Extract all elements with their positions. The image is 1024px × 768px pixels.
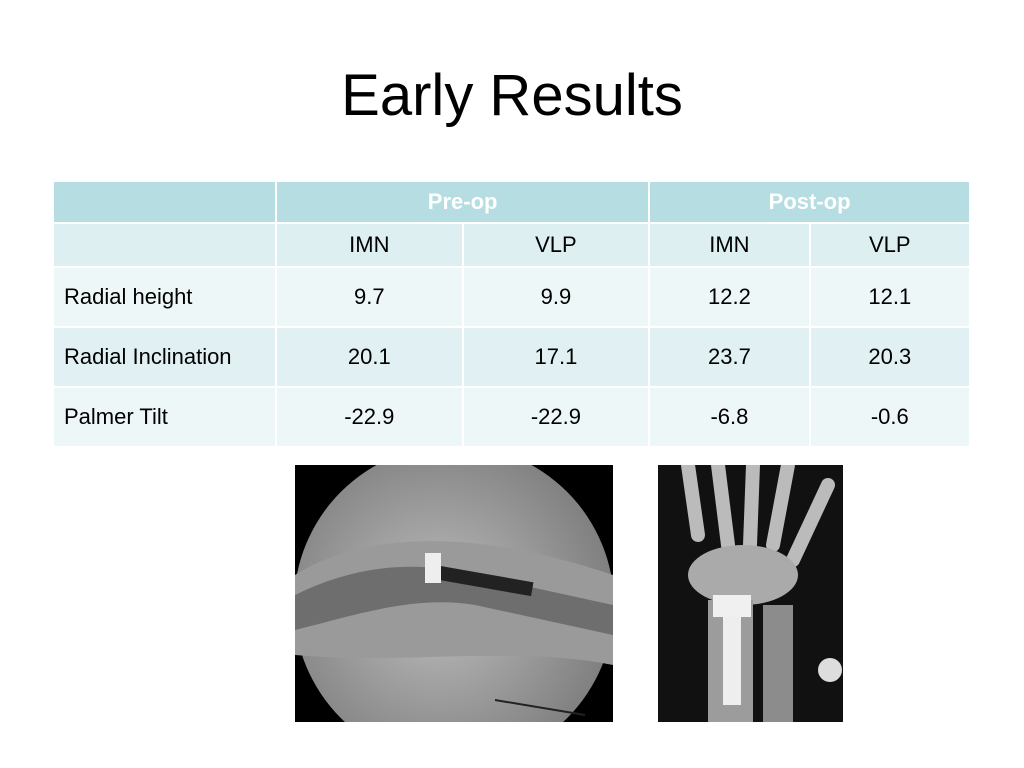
sub-header-row: IMN VLP IMN VLP [52, 222, 972, 268]
row-label: Palmer Tilt [52, 386, 277, 448]
empty-cell [52, 180, 277, 224]
cell: -22.9 [461, 386, 651, 448]
empty-cell [52, 222, 277, 268]
slide-title: Early Results [341, 63, 683, 128]
row-label: Radial Inclination [52, 326, 277, 388]
group-header-row: Pre-op Post-op [52, 180, 971, 224]
sub-header: IMN [648, 222, 811, 268]
cell: 17.1 [461, 326, 651, 388]
sub-header: VLP [461, 222, 651, 268]
group-header: Post-op [648, 180, 971, 224]
sub-header: VLP [808, 222, 972, 268]
cell: 9.9 [461, 266, 651, 328]
xray-wrist [658, 465, 843, 722]
cell: -0.6 [808, 386, 972, 448]
sub-header: IMN [275, 222, 464, 268]
cell: -6.8 [648, 386, 811, 448]
table-body: Pre-op Post-op IMN VLP IMN VLP Radial height 9.… [52, 180, 972, 448]
data-row: Palmer Tilt -22.9 -22.9 -6.8 -0.6 [52, 386, 972, 448]
results-table: Pre-op Post-op IMN VLP IMN VLP Radial height 9.… [52, 180, 972, 448]
data-row: Radial Inclination 20.1 17.1 23.7 20.3 [52, 326, 972, 388]
cell: 9.7 [275, 266, 464, 328]
cell: 23.7 [648, 326, 811, 388]
cell: 20.3 [808, 326, 972, 388]
cell: -22.9 [275, 386, 464, 448]
xray-forearm [295, 465, 613, 722]
data-row: Radial height 9.7 9.9 12.2 12.1 [52, 266, 972, 328]
cell: 20.1 [275, 326, 464, 388]
cell: 12.1 [808, 266, 972, 328]
group-header: Pre-op [274, 180, 651, 224]
row-label: Radial height [52, 266, 277, 328]
cell: 12.2 [648, 266, 811, 328]
